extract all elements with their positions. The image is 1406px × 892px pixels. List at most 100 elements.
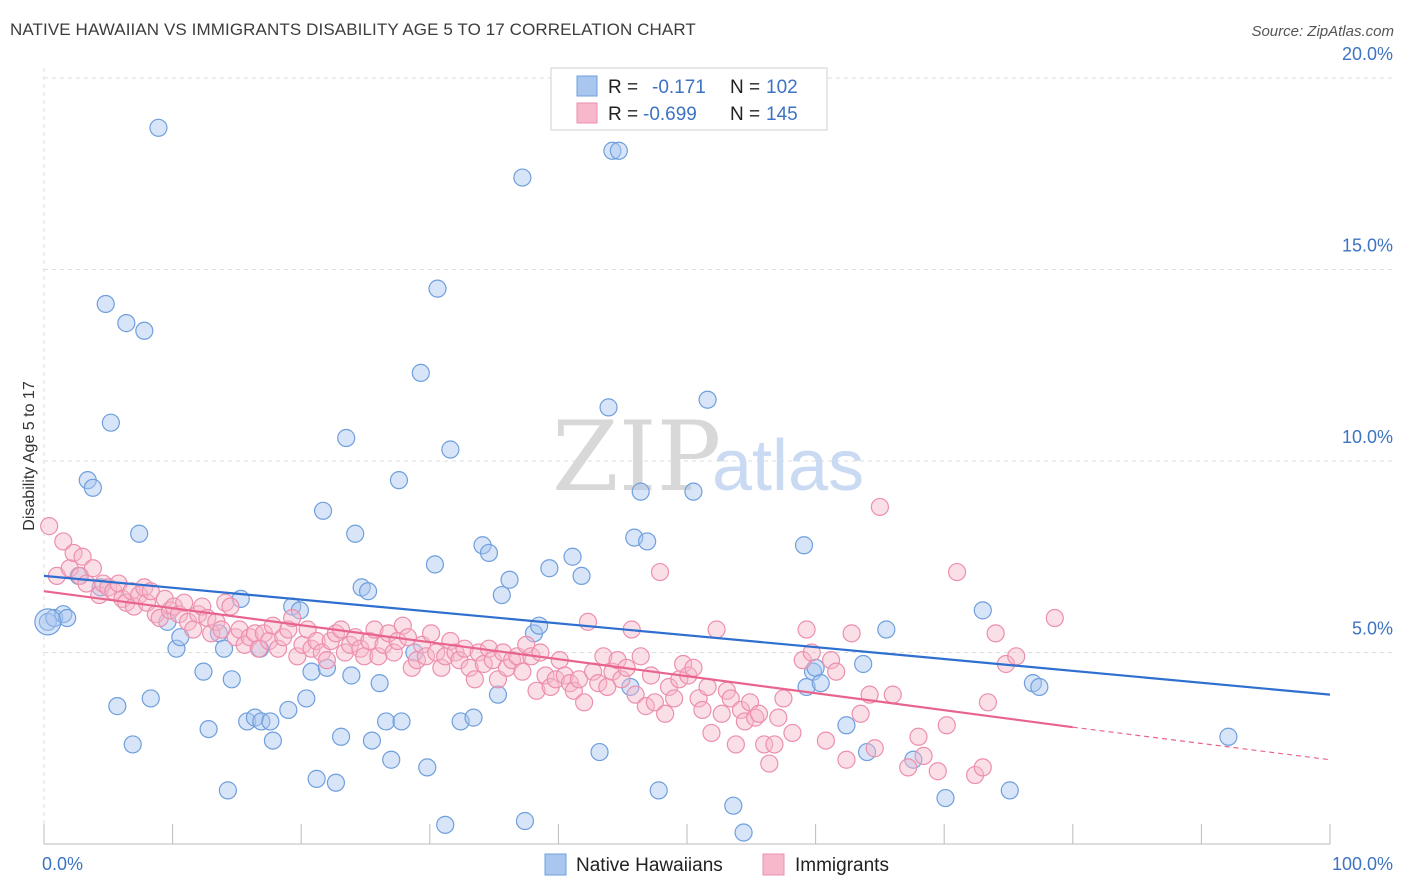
point-immigrant [712, 704, 731, 723]
point-immigrant [978, 693, 998, 712]
point-immigrant [1007, 647, 1026, 666]
point-immigrant [465, 670, 484, 689]
point-native-hawaiian [530, 616, 549, 635]
point-immigrant [899, 758, 918, 777]
point-native-hawaiian [649, 781, 668, 800]
point-native-hawaiian [326, 773, 346, 792]
point-native-hawaiian [313, 501, 333, 520]
point-immigrant [221, 597, 240, 616]
trendline-immigrants-extension [1072, 726, 1331, 761]
point-native-hawaiian [149, 118, 168, 137]
point-native-hawaiian [346, 524, 365, 543]
point-native-hawaiian [441, 440, 460, 459]
point-immigrant [937, 716, 956, 735]
point-native-hawaiian [488, 685, 508, 704]
point-native-hawaiian [513, 168, 532, 187]
point-immigrant [909, 727, 928, 746]
point-immigrant [641, 666, 661, 685]
point-native-hawaiian [877, 620, 896, 639]
point-immigrant [827, 662, 846, 681]
point-native-hawaiian [479, 543, 499, 563]
x-ticks [43, 824, 1331, 844]
y-axis-label: Disability Age 5 to 17 [21, 381, 38, 531]
series-immigrants [40, 497, 1064, 785]
point-native-hawaiian [342, 666, 361, 685]
chart-source: Source: ZipAtlas.com [1251, 23, 1394, 40]
point-immigrant [749, 704, 769, 723]
point-native-hawaiian [428, 279, 447, 298]
point-immigrant [851, 704, 870, 723]
point-native-hawaiian [590, 742, 609, 762]
point-native-hawaiian [631, 482, 650, 501]
point-native-hawaiian [108, 697, 127, 716]
point-native-hawaiian [117, 314, 136, 333]
point-native-hawaiian [194, 662, 213, 681]
point-native-hawaiian [425, 555, 445, 574]
point-native-hawaiian [290, 601, 310, 620]
point-immigrant [774, 689, 793, 708]
point-native-hawaiian [392, 712, 411, 731]
point-immigrant [865, 739, 884, 758]
point-native-hawaiian [141, 689, 160, 708]
point-native-hawaiian [603, 141, 622, 160]
point-immigrant [928, 762, 947, 781]
point-native-hawaiian [1000, 781, 1019, 800]
point-immigrant [870, 497, 890, 517]
trendline-immigrants [43, 590, 1073, 729]
point-native-hawaiian [464, 708, 483, 727]
point-immigrant [317, 651, 337, 670]
point-native-hawaiian [302, 662, 321, 681]
point-immigrant [760, 754, 779, 773]
point-native-hawaiian [794, 536, 814, 555]
point-immigrant [821, 651, 841, 670]
point-native-hawaiian [1030, 677, 1049, 697]
legend-swatch-blue [576, 75, 598, 97]
point-immigrant [546, 670, 565, 689]
point-immigrant [735, 712, 754, 731]
point-native-hawaiian [376, 712, 396, 731]
point-immigrant [527, 681, 546, 700]
point-immigrant [626, 685, 645, 704]
x-tick-label-max: 100.0% [1332, 854, 1393, 874]
point-immigrant [575, 693, 594, 712]
point-immigrant [693, 700, 712, 720]
point-immigrant [64, 543, 83, 563]
point-native-hawaiian [222, 670, 241, 689]
point-immigrant [674, 654, 693, 674]
point-immigrant [517, 635, 536, 654]
point-immigrant [150, 608, 169, 628]
point-immigrant [369, 647, 388, 666]
point-immigrant [60, 559, 79, 578]
point-immigrant [698, 677, 717, 697]
point-native-hawaiian [123, 735, 142, 754]
point-immigrant [636, 697, 655, 716]
point-immigrant [536, 666, 555, 685]
point-immigrant [212, 620, 231, 639]
point-immigrant [973, 758, 992, 777]
x-tick-label-min: 0.0% [42, 854, 83, 874]
point-native-hawaiian [411, 363, 430, 383]
legend-n-label-blue: N = [730, 77, 760, 98]
point-immigrant [631, 647, 650, 666]
y-tick-label: 5.0% [1352, 619, 1393, 639]
point-immigrant [202, 624, 221, 643]
point-immigrant [721, 689, 740, 708]
point-immigrant [384, 643, 403, 662]
point-native-hawaiian [724, 796, 743, 815]
point-native-hawaiian [811, 674, 830, 693]
point-native-hawaiian [370, 674, 389, 693]
trendline-native-hawaiians [43, 574, 1331, 696]
point-immigrant [656, 704, 675, 723]
point-immigrant [432, 658, 451, 677]
point-native-hawaiian [130, 524, 149, 543]
point-immigrant [283, 608, 302, 628]
point-native-hawaiian [418, 758, 437, 777]
point-immigrant [650, 562, 670, 582]
legend-r-value-blue: -0.171 [652, 77, 706, 98]
point-immigrant [765, 735, 784, 754]
legend-r-value-pink: -0.699 [643, 104, 697, 125]
point-immigrant [769, 708, 788, 727]
point-immigrant [707, 620, 726, 639]
bottom-legend-swatch-pink [762, 853, 785, 876]
point-native-hawaiian [540, 559, 559, 578]
